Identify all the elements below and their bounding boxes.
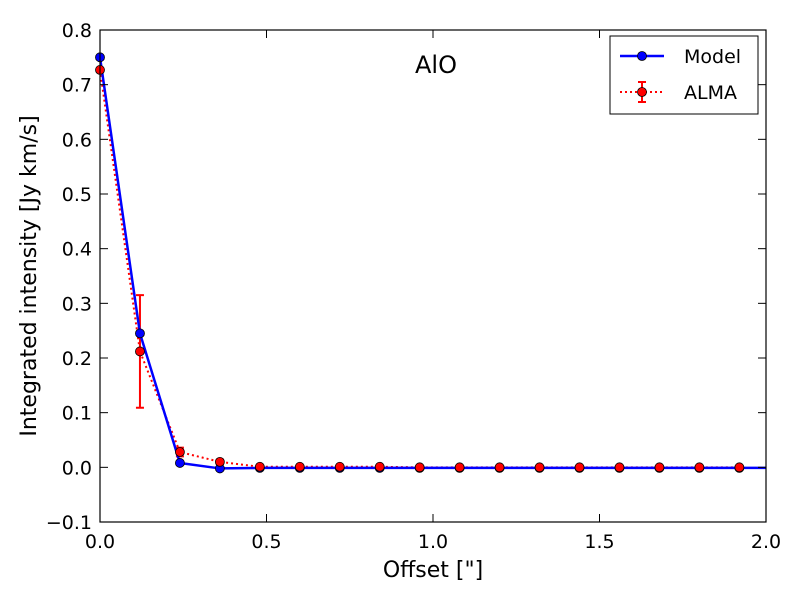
series-line-model (98, 57, 766, 470)
point-alma (694, 462, 705, 473)
y-tick-label: 0.7 (62, 75, 92, 97)
point-alma (574, 462, 585, 473)
x-tick-label: 0.5 (251, 531, 281, 553)
point-model (175, 458, 185, 468)
point-alma (414, 462, 425, 473)
y-tick-label: 0.5 (62, 184, 92, 206)
series-layer (95, 52, 766, 474)
ticks-layer: 0.0 0.5 1.0 1.5 2.0−0.10.00.10.20.30.40.50.6… (46, 20, 781, 553)
point-alma (175, 447, 185, 457)
legend-marker-model (637, 51, 647, 61)
point-alma (135, 346, 145, 357)
chart-title: AlO (415, 51, 457, 79)
x-tick-label: 2.0 (751, 531, 781, 553)
y-tick-label: 0.1 (62, 403, 92, 425)
legend-label-alma: ALMA (684, 82, 737, 104)
x-tick-label: 0.0 (85, 531, 115, 553)
point-alma (614, 462, 625, 473)
y-axis-label: Integrated intensity [Jy km/s] (17, 115, 42, 436)
y-tick-label: 0.4 (62, 239, 92, 261)
point-alma (734, 462, 745, 473)
y-tick-label: 0.8 (62, 20, 92, 42)
legend-box (609, 35, 759, 115)
x-tick-label: 1.0 (418, 531, 448, 553)
x-axis-label: Offset ["] (383, 558, 483, 583)
point-alma (334, 461, 345, 472)
point-alma (494, 462, 505, 473)
point-alma (654, 462, 665, 473)
point-alma (454, 462, 465, 473)
legend-marker-alma (637, 87, 647, 97)
point-model (135, 328, 145, 339)
point-alma (254, 461, 265, 472)
plot-frame (99, 29, 767, 523)
y-tick-label: −0.1 (46, 512, 92, 534)
y-tick-label: 0.3 (62, 293, 92, 315)
point-alma (214, 456, 225, 467)
x-tick-label: 1.5 (584, 531, 614, 553)
y-tick-label: 0.6 (62, 129, 92, 151)
point-alma (534, 462, 545, 473)
point-alma (294, 461, 305, 472)
legend-label-model: Model (684, 46, 741, 68)
y-tick-label: 0.2 (62, 348, 92, 370)
legend: Model ALMA (609, 35, 759, 115)
y-tick-label: 0.0 (62, 457, 92, 479)
point-alma (374, 461, 385, 472)
